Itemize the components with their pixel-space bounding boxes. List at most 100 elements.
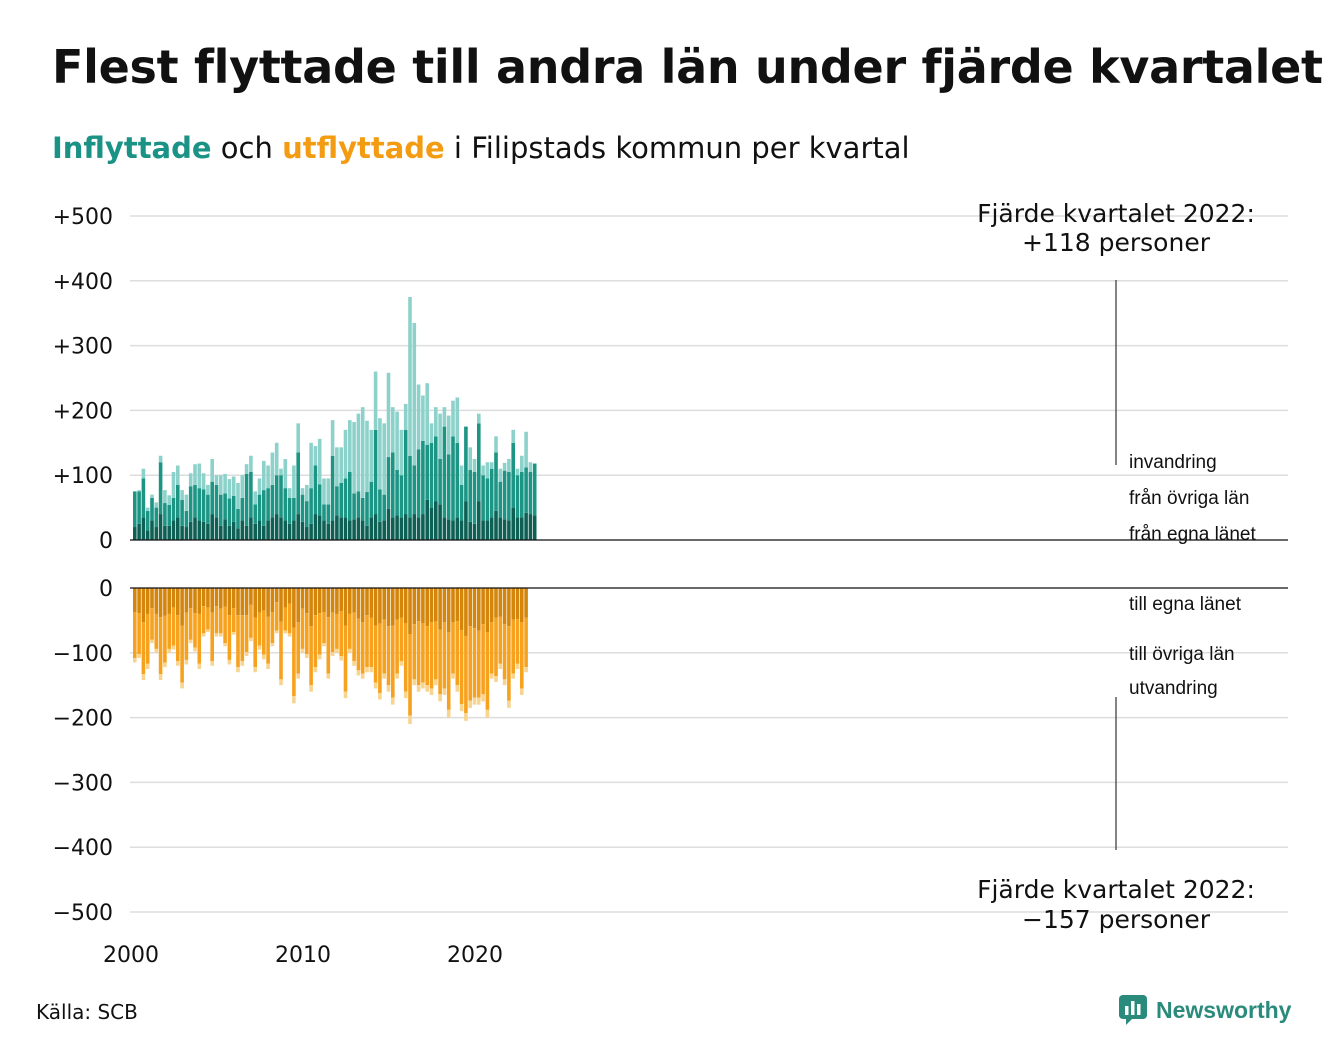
- bar-out-emigration: [451, 673, 455, 679]
- bar-in-other: [343, 478, 348, 518]
- bar-in-own: [219, 525, 223, 540]
- bar-in-immigration: [180, 490, 184, 500]
- bar-out-other: [197, 613, 202, 664]
- bar-out-emigration: [356, 670, 361, 676]
- y-tick-label: −200: [53, 707, 113, 732]
- bar-in-own: [335, 515, 339, 540]
- bar-in-immigration: [494, 436, 498, 453]
- bar-out-own: [231, 588, 236, 609]
- bar-out-own: [365, 588, 369, 616]
- bar-in-other: [498, 481, 503, 518]
- bar-in-own: [455, 517, 460, 540]
- bar-in-own: [352, 519, 356, 540]
- bar-out-own: [219, 588, 223, 609]
- bar-out-emigration: [416, 685, 421, 692]
- bar-in-immigration: [309, 442, 313, 489]
- bar-in-other: [520, 471, 524, 518]
- bar-in-own: [206, 523, 210, 540]
- bar-out-own: [468, 588, 472, 627]
- bar-out-other: [249, 604, 253, 638]
- bar-in-own: [403, 514, 408, 540]
- bar-in-other: [236, 508, 240, 529]
- bar-out-other: [360, 622, 365, 674]
- bar-in-other: [283, 488, 288, 521]
- bar-out-emigration: [524, 667, 528, 673]
- bar-out-emigration: [352, 661, 356, 666]
- bar-in-own: [494, 510, 498, 540]
- bar-out-emigration: [279, 679, 283, 686]
- bar-out-own: [150, 588, 154, 609]
- bar-out-own: [184, 588, 189, 613]
- bar-out-own: [133, 588, 137, 612]
- bar-in-immigration: [348, 420, 352, 472]
- bar-in-immigration: [253, 491, 257, 505]
- bar-in-immigration: [305, 484, 309, 502]
- bar-out-emigration: [412, 679, 417, 686]
- bar-in-immigration: [163, 490, 167, 504]
- y-tick-label: +100: [53, 464, 113, 489]
- bar-in-immigration: [300, 488, 305, 495]
- bar-in-own: [133, 527, 137, 540]
- bar-in-other: [322, 504, 326, 521]
- bar-out-other: [339, 611, 343, 657]
- bar-in-immigration: [382, 423, 386, 495]
- bar-out-emigration: [425, 685, 429, 692]
- bar-out-emigration: [184, 659, 189, 665]
- newsworthy-logo[interactable]: Newsworthy: [1118, 994, 1291, 1026]
- bar-out-own: [373, 588, 378, 626]
- bar-out-emigration: [231, 632, 236, 635]
- bar-out-emigration: [434, 679, 438, 686]
- bar-out-other: [455, 621, 460, 686]
- bar-out-own: [214, 588, 219, 607]
- bar-in-other: [365, 492, 369, 526]
- bar-out-emigration: [395, 673, 399, 679]
- bar-out-emigration: [386, 685, 391, 692]
- bar-in-own: [214, 517, 219, 540]
- bar-in-immigration: [485, 462, 490, 479]
- bar-in-immigration: [507, 459, 511, 472]
- bar-out-other: [395, 619, 399, 674]
- bar-out-other: [287, 603, 292, 634]
- bar-in-immigration: [330, 420, 335, 456]
- y-tick-label: 0: [99, 529, 113, 554]
- subtitle-mid: och: [211, 131, 283, 165]
- bar-in-other: [382, 494, 386, 521]
- bar-out-own: [494, 588, 498, 618]
- bar-in-other: [515, 475, 520, 518]
- bar-out-own: [171, 588, 176, 608]
- x-axis-labels: 2000 2010 2020: [103, 943, 503, 968]
- bar-in-other: [145, 510, 150, 531]
- bar-out-emigration: [257, 645, 262, 650]
- bar-out-other: [343, 625, 348, 692]
- bar-in-own: [223, 519, 227, 540]
- bar-in-other: [188, 486, 193, 522]
- bar-out-emigration: [330, 652, 335, 657]
- bar-in-immigration: [296, 423, 300, 453]
- bar-out-emigration: [429, 688, 434, 695]
- bar-out-emigration: [464, 713, 468, 721]
- bar-out-other: [391, 625, 395, 698]
- bar-in-immigration: [416, 384, 421, 450]
- bar-out-own: [283, 588, 288, 608]
- bar-out-emigration: [442, 688, 447, 695]
- bar-out-own: [292, 588, 296, 628]
- bar-out-own: [434, 588, 438, 622]
- bar-out-own: [244, 588, 249, 616]
- bar-in-own: [438, 504, 442, 540]
- bar-out-own: [399, 588, 404, 618]
- bar-in-immigration: [395, 411, 399, 471]
- bar-in-immigration: [313, 446, 318, 466]
- bar-in-other: [158, 462, 163, 515]
- bar-in-own: [425, 499, 429, 540]
- bar-in-own: [253, 523, 257, 540]
- bar-out-other: [133, 611, 137, 658]
- bar-out-emigration: [477, 697, 481, 705]
- bar-in-other: [524, 467, 528, 513]
- bar-out-own: [489, 588, 494, 623]
- bar-in-other: [425, 444, 429, 500]
- bar-in-immigration: [150, 494, 154, 498]
- bar-out-own: [416, 588, 421, 622]
- y-tick-label: +300: [53, 335, 113, 360]
- bar-in-own: [365, 525, 369, 540]
- bar-in-own: [193, 517, 197, 540]
